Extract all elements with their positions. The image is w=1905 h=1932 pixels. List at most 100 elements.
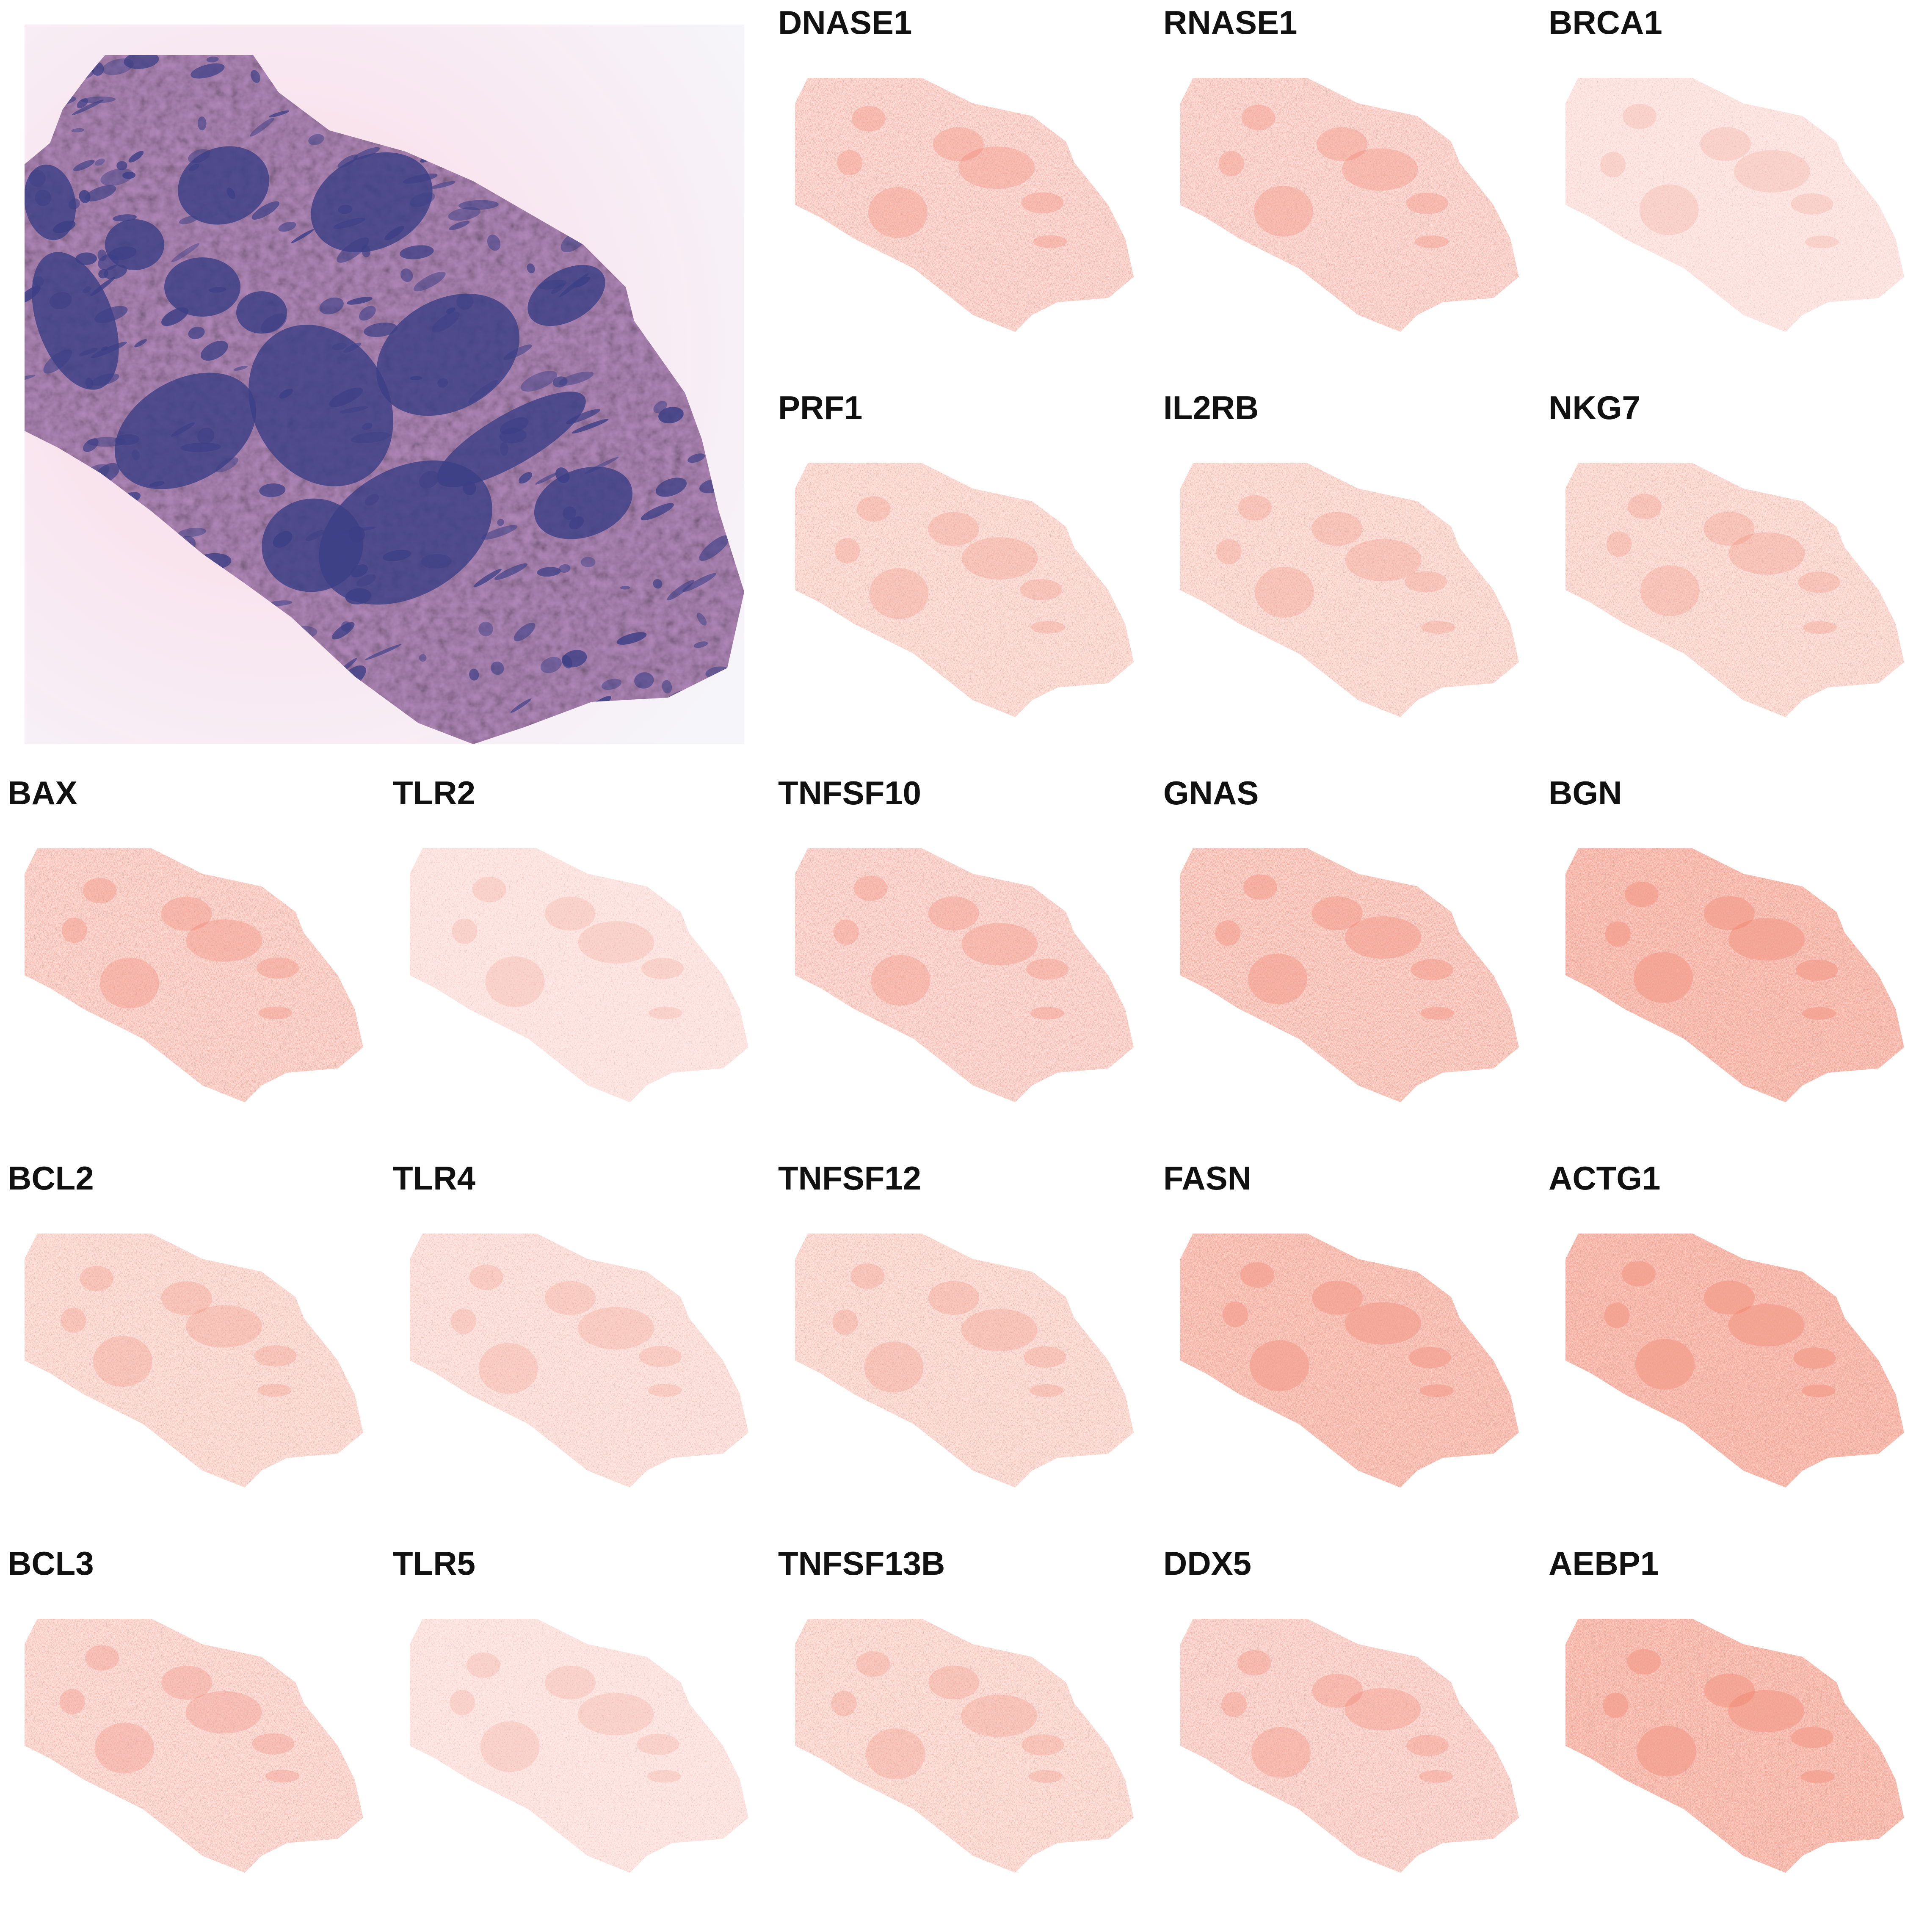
- he-cell-cluster: [171, 422, 195, 437]
- he-cell-cluster: [540, 657, 562, 673]
- he-cell-cluster: [696, 613, 707, 626]
- he-cell-cluster: [561, 655, 572, 669]
- gene-panel-aebp1: AEBP1: [1549, 1547, 1905, 1932]
- he-cell-cluster: [251, 201, 279, 220]
- he-cell-cluster: [569, 516, 584, 530]
- he-cell-cluster: [72, 99, 104, 115]
- he-cell-cluster: [520, 371, 558, 392]
- he-cell-cluster: [201, 340, 228, 361]
- he-cell-cluster: [215, 457, 238, 472]
- gene-panel-actg1: ACTG1: [1549, 1162, 1905, 1547]
- he-cell-cluster: [463, 481, 476, 495]
- he-cell-cluster: [259, 483, 286, 497]
- he-cell-cluster: [687, 453, 705, 463]
- gene-title: BCL2: [8, 1159, 94, 1197]
- expression-map: [1163, 1217, 1549, 1538]
- expression-texture: [1565, 1619, 1904, 1873]
- gene-title: DDX5: [1163, 1545, 1252, 1582]
- he-cell-cluster: [527, 263, 535, 273]
- he-cell-cluster: [94, 158, 105, 166]
- he-cell-cluster: [494, 563, 527, 580]
- he-cell-cluster: [400, 268, 413, 282]
- gene-panel-tnfsf13b: TNFSF13B: [778, 1547, 1163, 1932]
- gene-title: AEBP1: [1549, 1545, 1659, 1582]
- he-cell-cluster: [500, 442, 508, 456]
- expression-map: [1549, 446, 1905, 768]
- he-cell-cluster: [431, 181, 456, 189]
- he-cell-cluster: [35, 190, 51, 206]
- gene-title: TLR4: [393, 1159, 475, 1197]
- he-cell-cluster: [655, 477, 687, 497]
- he-cell-cluster: [563, 506, 577, 520]
- gene-title: BAX: [8, 774, 77, 811]
- he-cell-cluster: [50, 292, 72, 309]
- he-cell-cluster: [25, 375, 36, 382]
- he-cell-cluster: [161, 307, 188, 326]
- gene-panel-fasn: FASN: [1163, 1162, 1549, 1547]
- expression-map: [1163, 61, 1549, 383]
- expression-texture: [795, 78, 1134, 332]
- he-cell-cluster: [641, 503, 674, 521]
- he-cell-cluster: [269, 110, 290, 118]
- he-cell-cluster: [364, 323, 398, 337]
- he-cell-cluster: [353, 147, 380, 160]
- he-cell-cluster: [233, 366, 248, 371]
- gene-panel-bcl2: BCL2: [8, 1162, 393, 1547]
- he-cell-cluster: [662, 680, 672, 694]
- he-cell-cluster: [331, 343, 348, 351]
- he-cell-cluster: [319, 297, 344, 315]
- gene-panel-bcl3: BCL3: [8, 1547, 393, 1932]
- he-cell-cluster: [421, 554, 452, 569]
- he-cell-cluster: [268, 600, 293, 606]
- gene-panel-bgn: BGN: [1549, 776, 1905, 1162]
- gene-panel-tnfsf10: TNFSF10: [778, 776, 1163, 1162]
- he-cell-cluster: [250, 118, 274, 137]
- gene-panel-rnase1: RNASE1: [1163, 6, 1549, 391]
- expression-map: [778, 831, 1163, 1153]
- he-cell-cluster: [537, 567, 561, 577]
- he-cell-cluster: [108, 246, 137, 260]
- gene-title: TNFSF12: [778, 1159, 922, 1197]
- he-cell-cluster: [333, 218, 365, 229]
- he-cell-cluster: [83, 286, 91, 293]
- he-nuclei-region: [376, 293, 519, 416]
- expression-texture: [1180, 848, 1519, 1102]
- he-cell-cluster: [337, 154, 358, 168]
- he-cell-cluster: [90, 276, 116, 296]
- he-cell-cluster: [362, 422, 373, 430]
- gene-panel-tlr4: TLR4: [393, 1162, 778, 1547]
- he-cell-cluster: [653, 579, 663, 589]
- he-cell-cluster: [91, 342, 127, 358]
- expression-map: [8, 831, 393, 1153]
- he-cell-cluster: [384, 226, 404, 240]
- he-cell-cluster: [251, 70, 260, 83]
- expression-texture: [1565, 1234, 1904, 1488]
- he-cell-cluster: [32, 276, 44, 287]
- he-nuclei-region: [534, 466, 633, 539]
- he-cell-cluster: [585, 457, 619, 474]
- he-cell-cluster: [149, 481, 165, 487]
- he-nuclei-region: [248, 325, 393, 486]
- he-cell-cluster: [580, 557, 596, 567]
- he-cell-cluster: [179, 215, 198, 224]
- he-cell-cluster: [73, 160, 95, 171]
- he-cell-cluster: [365, 644, 402, 660]
- he-cell-cluster: [572, 419, 609, 434]
- he-cell-cluster: [364, 494, 379, 506]
- he-cell-cluster: [29, 170, 46, 187]
- he-cell-cluster: [226, 187, 235, 199]
- he-cell-cluster: [341, 621, 351, 632]
- he-cell-cluster: [43, 349, 72, 374]
- he-cell-cluster: [178, 527, 207, 537]
- he-cell-cluster: [449, 221, 470, 230]
- he-cell-cluster: [278, 221, 296, 232]
- he-cell-cluster: [409, 192, 435, 207]
- he-cell-cluster: [197, 116, 207, 131]
- gene-title: ACTG1: [1549, 1159, 1661, 1197]
- he-cell-cluster: [71, 128, 85, 132]
- he-cell-cluster: [518, 472, 533, 484]
- expression-texture: [795, 463, 1134, 717]
- he-cell-cluster: [559, 273, 589, 298]
- he-cell-cluster: [346, 297, 373, 305]
- expression-map: [778, 1217, 1163, 1538]
